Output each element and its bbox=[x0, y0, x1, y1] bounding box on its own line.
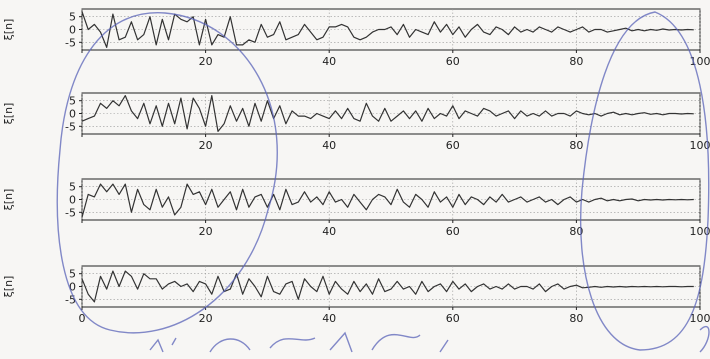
y-tick-label: 0 bbox=[69, 24, 76, 37]
x-tick-label: 20 bbox=[199, 225, 213, 238]
x-tick-label: 40 bbox=[322, 312, 336, 325]
y-tick-label: 5 bbox=[69, 181, 76, 194]
x-tick-label: 80 bbox=[569, 55, 583, 68]
y-tick-label: 0 bbox=[69, 281, 76, 294]
x-tick-label: 100 bbox=[690, 55, 710, 68]
y-tick-label: 0 bbox=[69, 194, 76, 207]
series-line bbox=[81, 11, 694, 49]
subplot-2: 50-5 20 40 60 80 100 ξ[n] bbox=[2, 92, 710, 152]
y-tick-label: -5 bbox=[65, 206, 76, 219]
y-tick-label: 5 bbox=[69, 11, 76, 24]
y-tick-label: -5 bbox=[65, 293, 76, 306]
y-tick-label: 5 bbox=[69, 268, 76, 281]
x-tick-label: 0 bbox=[79, 312, 86, 325]
x-tick-label: 100 bbox=[690, 225, 710, 238]
x-tick-label: 100 bbox=[690, 312, 710, 325]
x-tick-label: 20 bbox=[199, 55, 213, 68]
x-tick-label: 80 bbox=[569, 139, 583, 152]
x-tick-label: 80 bbox=[569, 312, 583, 325]
y-tick-label: 0 bbox=[69, 108, 76, 121]
x-tick-label: 60 bbox=[446, 225, 460, 238]
y-tick-label: 5 bbox=[69, 95, 76, 108]
annotation-scribble-bottom bbox=[149, 331, 449, 353]
y-axis-label: ξ[n] bbox=[2, 19, 15, 41]
y-axis-label: ξ[n] bbox=[2, 276, 15, 298]
x-tick-label: 40 bbox=[322, 225, 336, 238]
series-line bbox=[81, 270, 694, 303]
annotation-circle-left bbox=[56, 12, 278, 334]
x-tick-label: 60 bbox=[446, 55, 460, 68]
x-tick-label: 60 bbox=[446, 139, 460, 152]
y-axis-label: ξ[n] bbox=[2, 189, 15, 211]
x-tick-label: 100 bbox=[690, 139, 710, 152]
x-tick-label: 20 bbox=[199, 312, 213, 325]
series-line bbox=[81, 94, 694, 132]
annotation-mark-right-edge bbox=[699, 325, 710, 353]
x-tick-label: 20 bbox=[199, 139, 213, 152]
x-tick-label: 40 bbox=[322, 55, 336, 68]
annotation-circle-right bbox=[579, 11, 710, 351]
y-tick-label: -5 bbox=[65, 120, 76, 133]
x-tick-label: 40 bbox=[322, 139, 336, 152]
handwritten-annotations bbox=[56, 11, 710, 353]
x-tick-label: 60 bbox=[446, 312, 460, 325]
series-line bbox=[81, 183, 694, 218]
y-tick-label: -5 bbox=[65, 36, 76, 49]
subplot-1: 50-5 20 40 60 80 100 ξ[n] bbox=[2, 8, 710, 68]
y-axis-label: ξ[n] bbox=[2, 103, 15, 125]
